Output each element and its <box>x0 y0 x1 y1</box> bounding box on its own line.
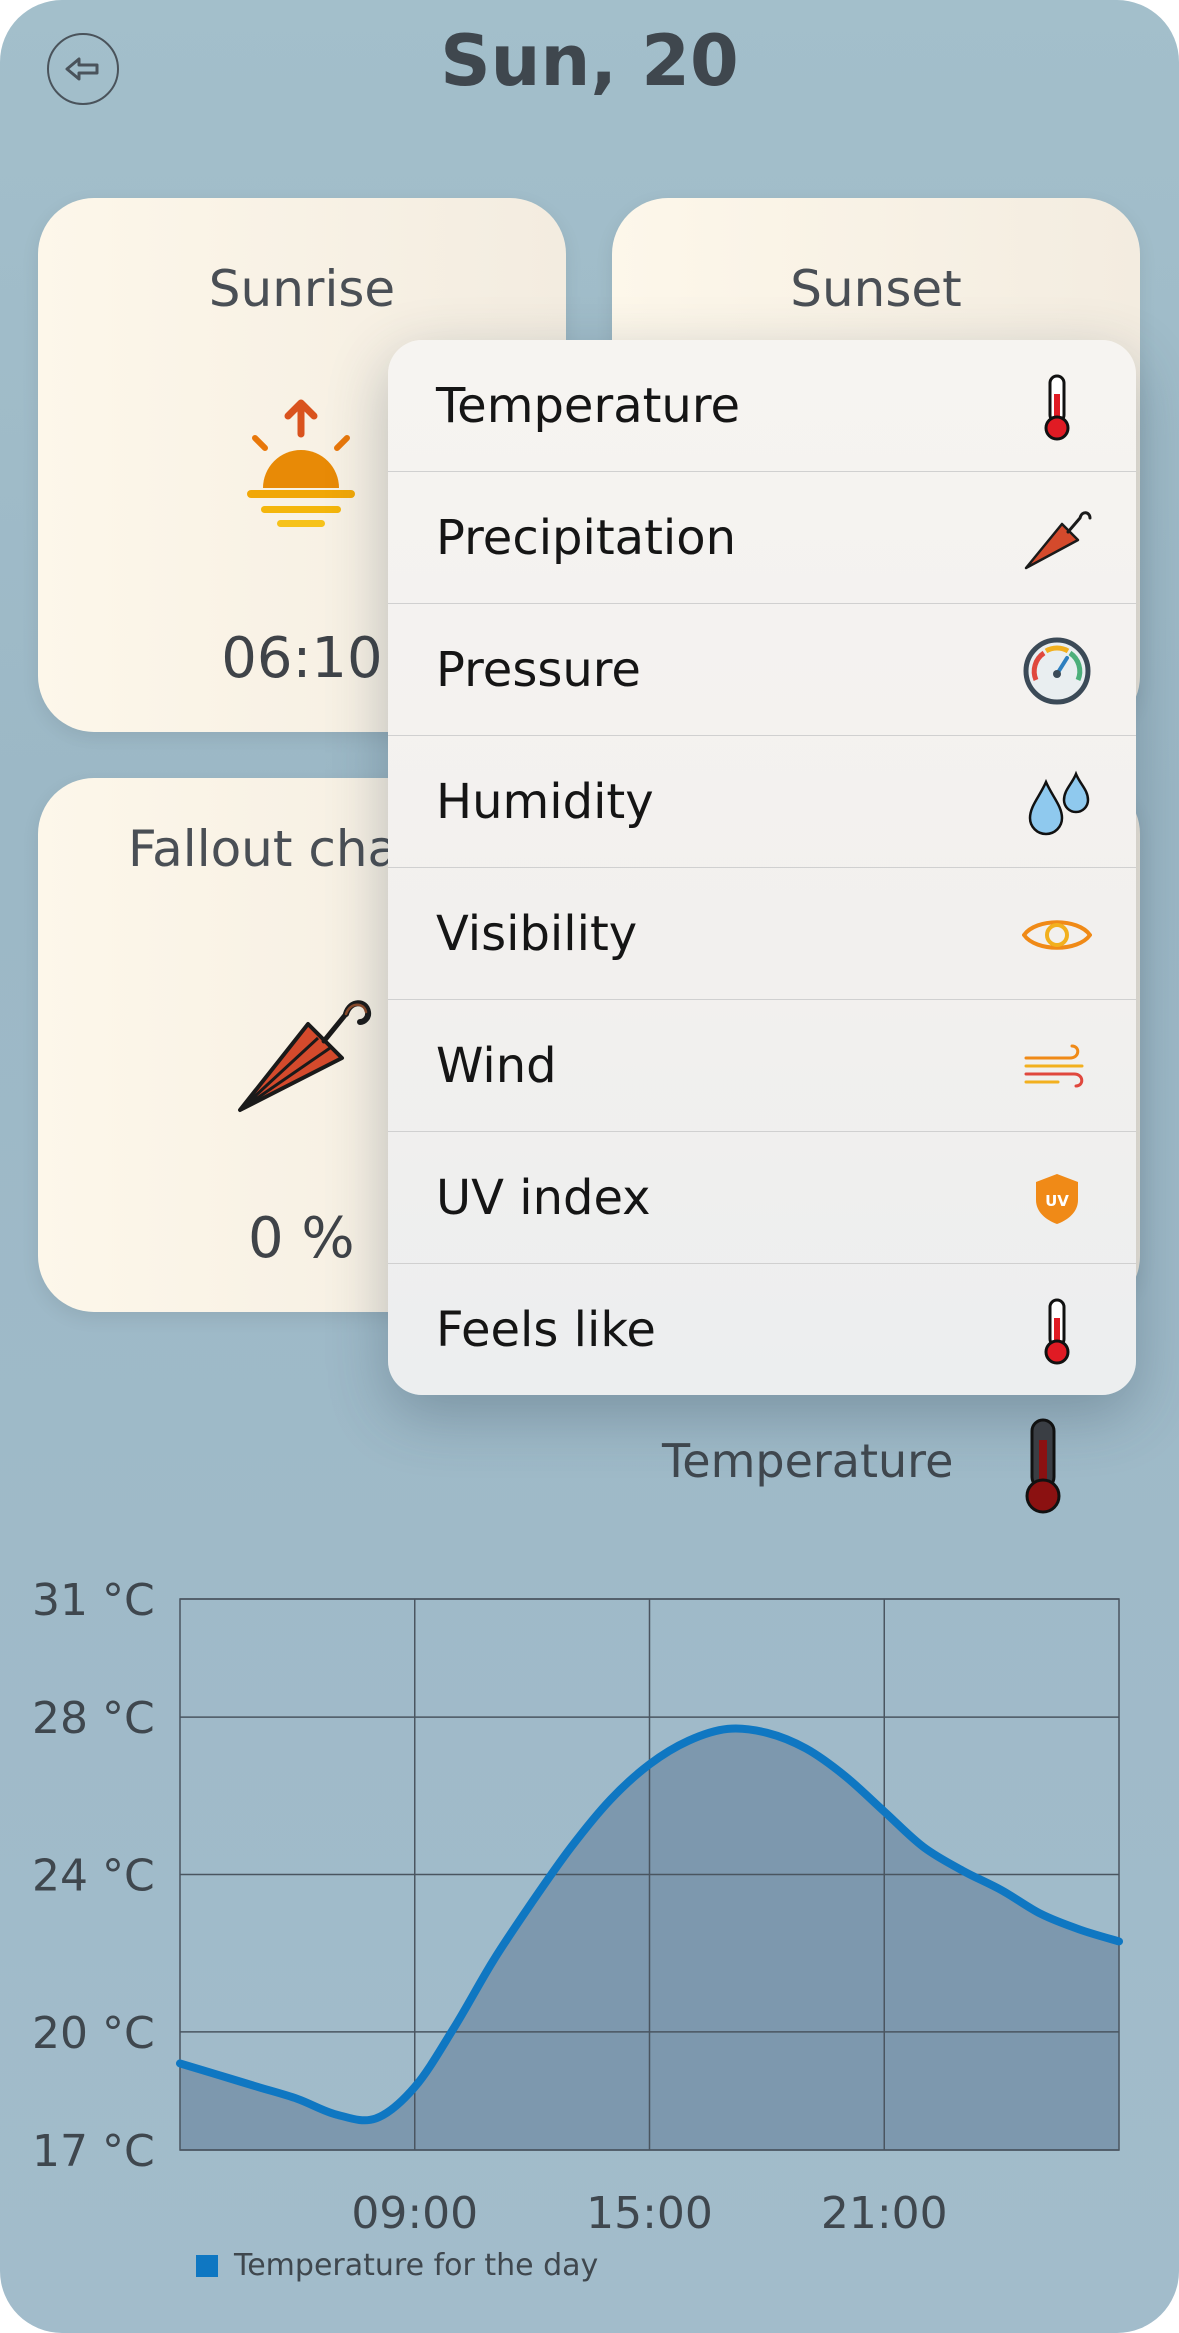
uv-shield-icon: UV <box>1036 1174 1078 1224</box>
y-tick-label: 17 °C <box>32 2126 155 2177</box>
sunrise-icon <box>247 399 355 527</box>
eye-icon <box>1022 920 1092 950</box>
temperature-chart: 17 °C 20 °C 24 °C 28 °C 31 °C 09:00 15:00 21:00 <box>32 1575 1123 2239</box>
water-drops-icon <box>1028 770 1090 836</box>
y-tick-label: 28 °C <box>32 1693 155 1744</box>
menu-item-label: Pressure <box>436 642 641 698</box>
y-tick-label: 31 °C <box>32 1575 155 1626</box>
menu-item-visibility[interactable]: Visibility <box>388 868 1136 1000</box>
sunset-label: Sunset <box>790 260 962 318</box>
page-title: Sun, 20 <box>440 20 739 102</box>
gauge-icon <box>1023 637 1091 705</box>
svg-text:UV: UV <box>1045 1192 1069 1210</box>
fallout-value: 0 % <box>248 1206 355 1271</box>
umbrella-icon <box>238 1000 372 1112</box>
chart-title: Temperature <box>662 1434 954 1488</box>
back-button[interactable] <box>47 33 119 105</box>
menu-item-label: UV index <box>436 1170 651 1226</box>
y-tick-label: 24 °C <box>32 1851 155 1902</box>
menu-item-pressure[interactable]: Pressure <box>388 604 1136 736</box>
menu-item-label: Temperature <box>436 378 741 434</box>
menu-item-uv-index[interactable]: UV index UV <box>388 1132 1136 1264</box>
thermometer-icon <box>1044 374 1070 441</box>
legend-swatch <box>196 2254 218 2277</box>
wind-icon <box>1024 1044 1084 1088</box>
menu-item-label: Visibility <box>436 906 638 962</box>
sunrise-time: 06:10 <box>221 626 383 691</box>
menu-item-label: Humidity <box>436 774 654 830</box>
menu-item-precipitation[interactable]: Precipitation <box>388 472 1136 604</box>
y-tick-label: 20 °C <box>32 2008 155 2059</box>
menu-item-humidity[interactable]: Humidity <box>388 736 1136 868</box>
menu-item-feels-like[interactable]: Feels like <box>388 1264 1136 1395</box>
x-tick-label: 15:00 <box>586 2188 713 2239</box>
fallout-label: Fallout cha <box>128 820 399 878</box>
sunrise-label: Sunrise <box>208 260 396 318</box>
legend-label: Temperature for the day <box>234 2248 599 2283</box>
umbrella-icon <box>1024 511 1092 570</box>
chart-legend: Temperature for the day <box>196 2248 598 2283</box>
thermometer-icon <box>1044 1298 1070 1365</box>
menu-item-label: Feels like <box>436 1302 656 1358</box>
arrow-left-circle-icon <box>65 57 99 81</box>
menu-item-label: Precipitation <box>436 510 737 566</box>
parameter-menu: Temperature Precipitation Pressure <box>388 340 1136 1395</box>
menu-item-wind[interactable]: Wind <box>388 1000 1136 1132</box>
x-tick-label: 21:00 <box>821 2188 948 2239</box>
menu-item-temperature[interactable]: Temperature <box>388 340 1136 472</box>
thermometer-dark-icon <box>1025 1418 1061 1514</box>
x-tick-label: 09:00 <box>351 2188 478 2239</box>
menu-item-label: Wind <box>436 1038 557 1094</box>
plot-frame <box>179 1598 1120 2151</box>
series-line <box>176 1724 1123 2125</box>
